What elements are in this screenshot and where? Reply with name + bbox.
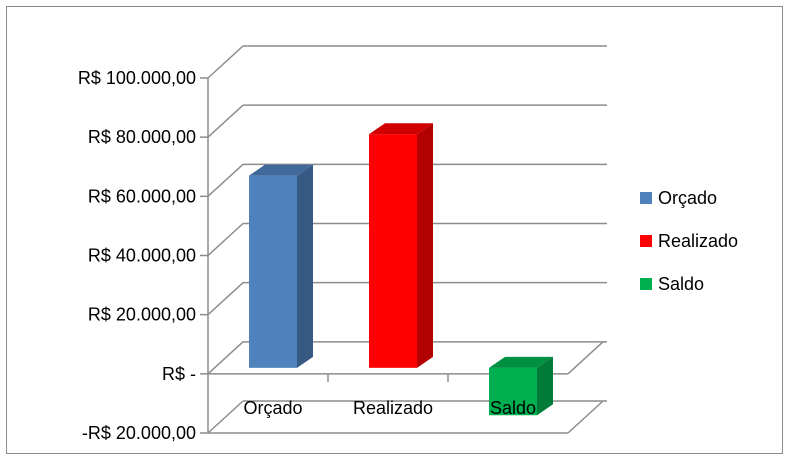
gridline-side: [207, 104, 244, 138]
x-label-saldo: Saldo: [490, 398, 536, 418]
legend: Orçado Realizado Saldo: [640, 188, 738, 294]
legend-swatch: [640, 192, 652, 204]
y-tick-label: R$ 60.000,00: [88, 186, 196, 206]
bar-front: [489, 367, 537, 416]
y-tick-label: R$ 80.000,00: [88, 127, 196, 147]
legend-swatch: [640, 235, 652, 247]
bar-side: [297, 164, 313, 368]
legend-swatch: [640, 278, 652, 290]
legend-label: Realizado: [658, 231, 738, 251]
legend-item-orcado: Orçado: [640, 188, 717, 208]
gridline-side: [207, 341, 244, 375]
y-tick-label: R$ -: [162, 364, 196, 384]
gridline-side: [207, 45, 244, 79]
legend-label: Saldo: [658, 274, 704, 294]
floor-right-edge: [567, 400, 604, 434]
legend-item-saldo: Saldo: [640, 274, 704, 294]
bar-orcado: [249, 164, 313, 368]
bar-front: [249, 175, 297, 368]
y-axis-ticks: -R$ 20.000,00 R$ - R$ 20.000,00 R$ 40.000,0…: [78, 68, 196, 443]
bar-top: [489, 356, 553, 368]
bar-front: [369, 134, 417, 368]
x-label-realizado: Realizado: [353, 398, 433, 418]
bar-side: [417, 123, 433, 368]
gridline-side: [207, 400, 244, 434]
bar-realizado: [369, 123, 433, 368]
bar-top: [249, 164, 313, 176]
legend-item-realizado: Realizado: [640, 231, 738, 251]
gridline-side: [207, 282, 244, 316]
bar-side: [537, 356, 553, 416]
y-tick-label: R$ 100.000,00: [78, 68, 196, 88]
bars: [249, 123, 553, 416]
gridline-side: [207, 222, 244, 257]
y-tick-label: R$ 20.000,00: [88, 305, 196, 325]
x-label-orcado: Orçado: [243, 398, 302, 418]
gridline-side: [207, 163, 244, 197]
y-tick-label: R$ 40.000,00: [88, 246, 196, 266]
bar-top: [369, 123, 433, 135]
x-axis-labels: Orçado Realizado Saldo: [243, 398, 536, 418]
y-tick-label: -R$ 20.000,00: [82, 423, 196, 443]
x-axis-depth-edge: [567, 341, 604, 375]
legend-label: Orçado: [658, 188, 717, 208]
bar-saldo: [489, 356, 553, 416]
